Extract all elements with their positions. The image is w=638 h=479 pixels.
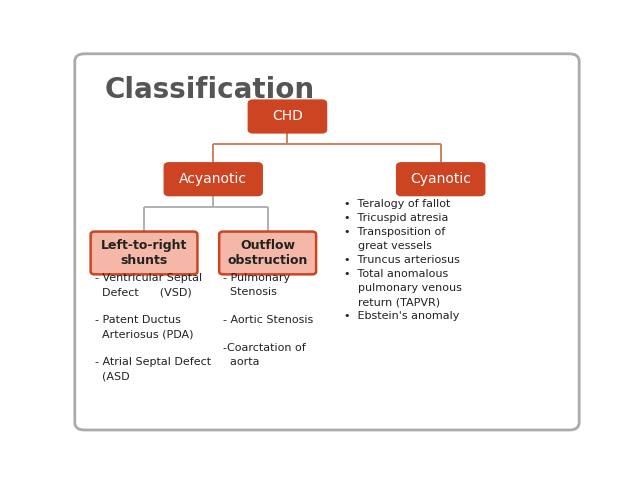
Text: Acyanotic: Acyanotic xyxy=(179,172,248,186)
FancyBboxPatch shape xyxy=(249,101,326,132)
Text: Classification: Classification xyxy=(105,76,315,104)
FancyBboxPatch shape xyxy=(75,54,579,430)
Text: - Pulmonary
  Stenosis

- Aortic Stenosis

-Coarctation of
  aorta: - Pulmonary Stenosis - Aortic Stenosis -… xyxy=(223,273,313,367)
Text: •  Teralogy of fallot
•  Tricuspid atresia
•  Transposition of
    great vessels: • Teralogy of fallot • Tricuspid atresia… xyxy=(345,199,462,321)
FancyBboxPatch shape xyxy=(219,231,316,274)
Text: Left-to-right
shunts: Left-to-right shunts xyxy=(101,239,187,267)
Text: Cyanotic: Cyanotic xyxy=(410,172,471,186)
Text: - Ventricular Septal
  Defect      (VSD)

- Patent Ductus
  Arteriosus (PDA)

- : - Ventricular Septal Defect (VSD) - Pate… xyxy=(94,273,211,381)
FancyBboxPatch shape xyxy=(165,163,262,195)
Text: CHD: CHD xyxy=(272,110,303,124)
Text: Outflow
obstruction: Outflow obstruction xyxy=(228,239,308,267)
FancyBboxPatch shape xyxy=(91,231,197,274)
FancyBboxPatch shape xyxy=(397,163,484,195)
